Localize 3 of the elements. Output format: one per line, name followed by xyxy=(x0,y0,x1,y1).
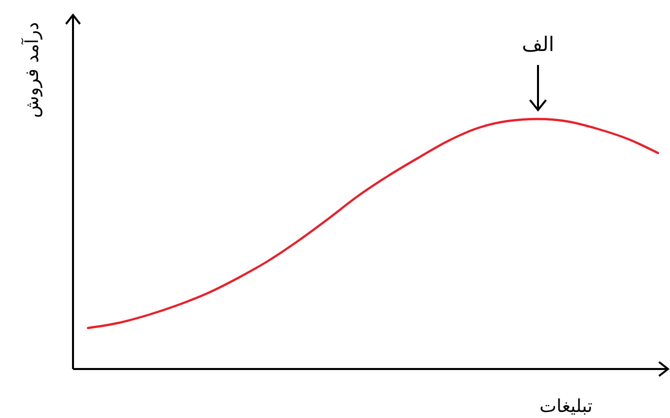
y-axis-title: درآمد فروش xyxy=(21,22,43,118)
text: الف xyxy=(522,32,554,56)
x-axis-title: تبلیغات xyxy=(540,396,592,417)
